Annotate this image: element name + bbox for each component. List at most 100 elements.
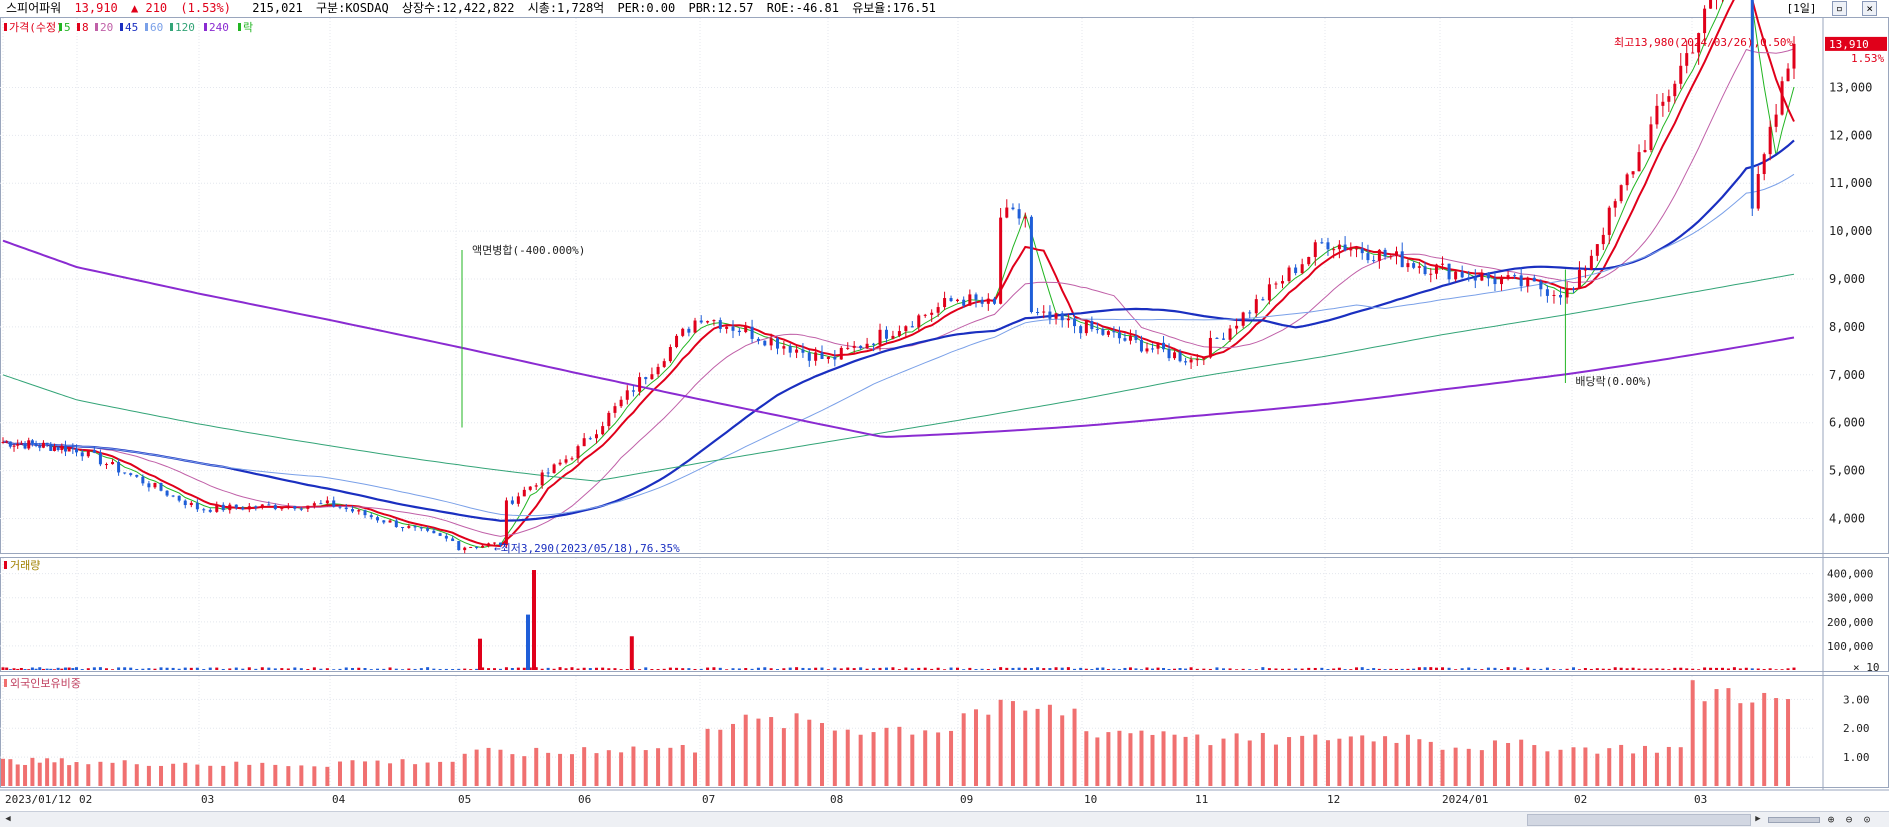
foreign-bar [1714,689,1719,786]
volume-bar [801,667,805,670]
volume-bar [1526,667,1530,670]
volume-bar [1167,668,1171,670]
candle-body [332,500,336,507]
candle-body [1267,284,1271,301]
low-annotation: ←최저3,290(2023/05/18),76.35% [494,542,680,555]
volume-bar [293,667,297,670]
candle-body [1254,299,1258,314]
candle-body [846,347,850,349]
candle-body [463,547,467,551]
scroll-thumb[interactable] [1527,814,1751,826]
roe-info: ROE:-46.81 [766,1,839,15]
candle-body [1412,263,1416,268]
foreign-bar [67,765,72,786]
volume-bar [1565,668,1569,670]
volume-bar [111,669,115,670]
zoom-in-icon[interactable]: ⊕ [1827,813,1835,826]
volume-bar [273,668,277,670]
volume-bar [1595,668,1599,670]
zoom-slider[interactable] [1768,817,1820,823]
candle-body [71,447,75,449]
volume-bar [1017,667,1021,670]
candle-body [1377,249,1381,261]
x-tick-label: 04 [332,793,346,806]
foreign-bar [1750,702,1755,786]
foreign-bar [286,766,291,786]
foreign-bar [680,744,685,786]
candle-body [1042,311,1046,313]
foreign-bar [15,764,20,786]
foreign-bar [558,753,563,786]
volume-bar [731,668,735,670]
candle-body [968,294,972,306]
candle-body [1054,313,1058,319]
volume-bar [516,667,520,670]
candle-body [1607,207,1611,235]
foreign-bar [1607,748,1612,786]
volume-bar [613,668,617,670]
volume-bar [980,668,984,670]
volume-bar [1768,668,1772,670]
volume-bar [319,668,323,670]
candle-body [52,446,56,451]
volume-bar [1294,668,1298,670]
foreign-bar [1466,748,1471,786]
candle-body [1679,65,1683,84]
foreign-bar [1453,747,1458,786]
candle-body [177,495,181,501]
candle-body [1625,174,1629,186]
foreign-bar [1371,741,1376,786]
foreign-bar [1506,742,1511,786]
candle-body [1090,321,1094,330]
candle-body [681,328,685,336]
volume-bar [1774,669,1778,670]
candle-body [891,335,895,339]
close-button[interactable]: × [1862,1,1877,16]
volume-bar [351,667,355,670]
legend-label: 8 [82,21,89,34]
minimize-button[interactable]: ▫ [1832,1,1847,16]
foreign-bar [1786,699,1791,786]
candle-body [510,500,514,504]
volume-bar [1720,667,1724,670]
volume-bar [1417,667,1421,670]
candle-body [215,504,219,512]
foreign-bar [923,730,928,786]
candle-body [1786,68,1790,82]
volume-bar [1406,668,1410,670]
volume-bar [1679,667,1683,670]
volume-bar [522,667,526,670]
candle-body [725,326,729,329]
pbr-info: PBR:12.57 [688,1,754,15]
candle-body [1454,271,1458,280]
volume-bar [369,669,373,670]
foreign-bar [936,732,941,786]
volume-bar [394,668,398,670]
zoom-reset-icon[interactable]: ⊙ [1863,813,1871,826]
x-tick-label: 09 [960,793,973,806]
candle-body [582,438,586,447]
volume-bar [438,669,442,670]
foreign-bar [234,761,239,786]
scroll-left-arrow[interactable]: ◀ [5,814,11,824]
volume-bar [1145,667,1149,670]
candle-body [1372,260,1376,262]
volume-bar [1786,668,1790,670]
candle-body [1036,311,1040,313]
candle-body [1134,335,1138,340]
foreign-bar [1348,736,1353,786]
volume-bar [865,668,869,670]
volume-bar [498,668,502,670]
zoom-out-icon[interactable]: ⊖ [1845,813,1853,826]
candle-body [432,530,436,534]
horizontal-scrollbar[interactable]: ◀ ▶ ⊕ ⊖ ⊙ [0,811,1889,827]
volume-bar [706,667,710,670]
volume-bar [419,668,423,670]
scroll-right-arrow[interactable]: ▶ [1755,814,1761,824]
foreign-bar [756,718,761,786]
period-button[interactable]: [1일] [1786,2,1817,15]
foreign-bar [606,750,611,786]
volume-bar [75,667,79,670]
candle-body [1023,216,1027,219]
